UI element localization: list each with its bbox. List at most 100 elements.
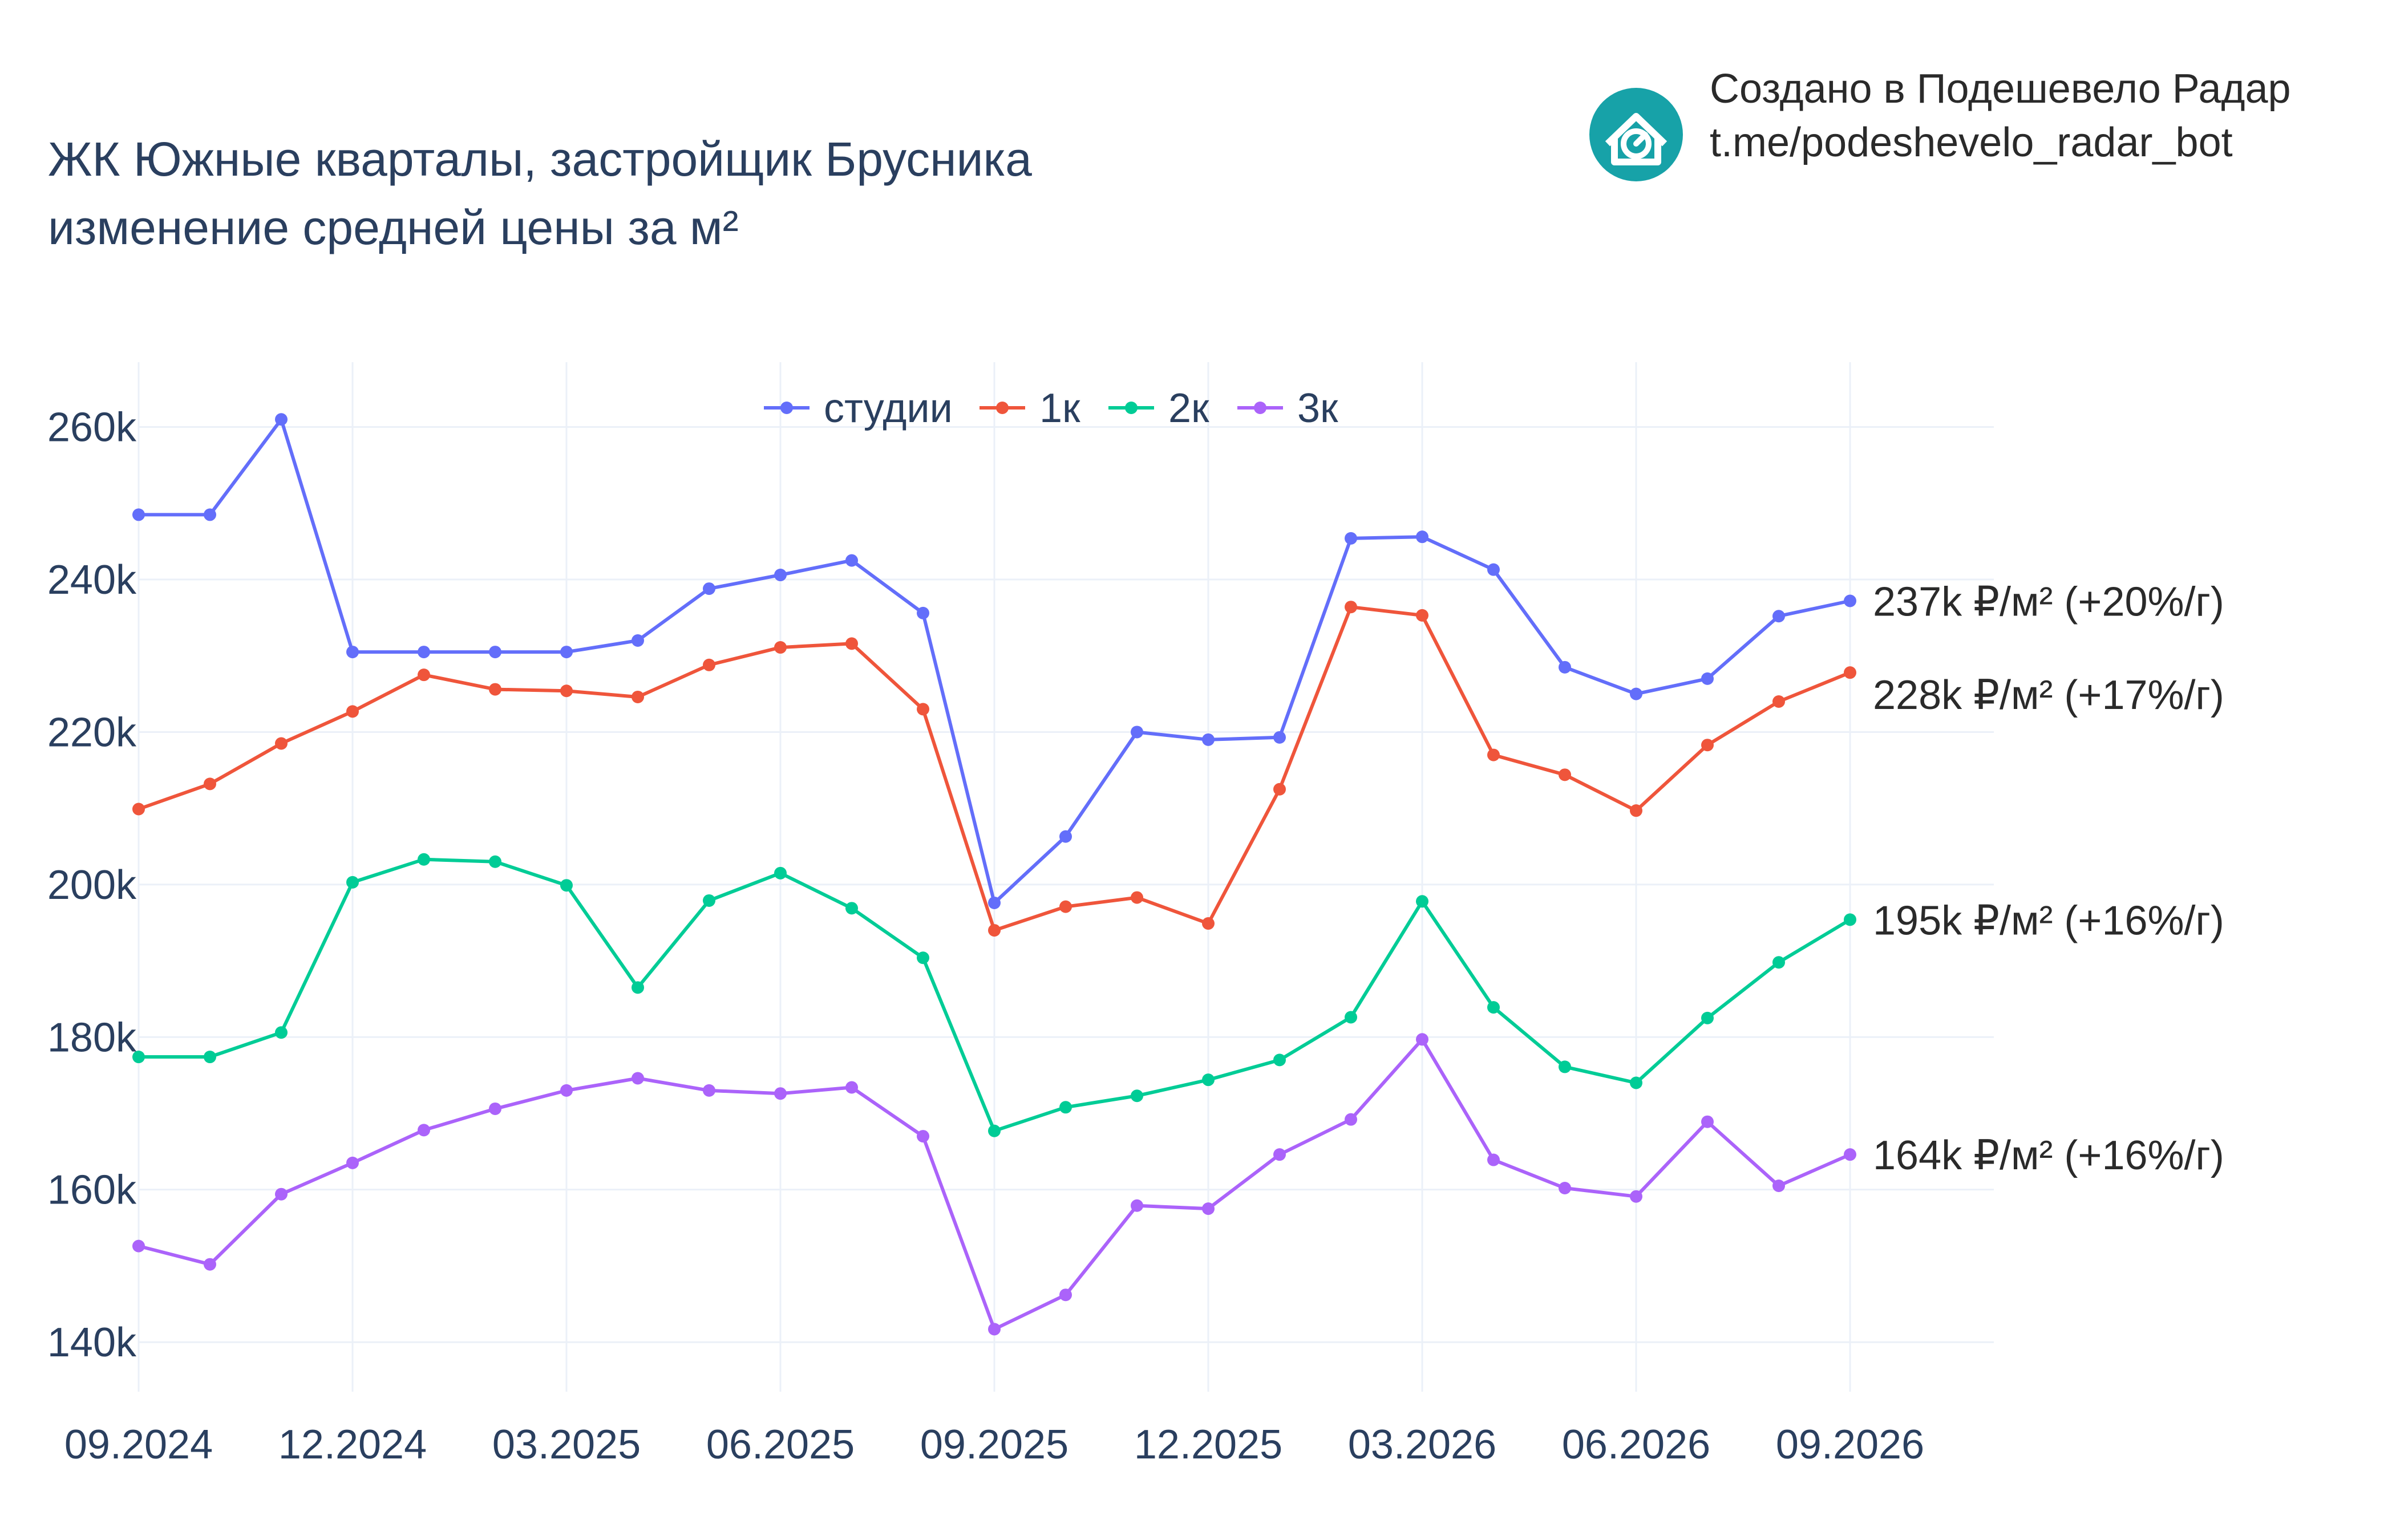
- data-point: [1273, 783, 1286, 796]
- data-point: [1202, 1202, 1215, 1215]
- chart-title-line-1: ЖК Южные кварталы, застройщик Брусника: [48, 132, 1032, 186]
- data-point: [703, 658, 715, 671]
- legend-item[interactable]: 1к: [980, 386, 1080, 431]
- data-point: [774, 641, 787, 654]
- legend-item[interactable]: 2к: [1108, 386, 1209, 431]
- data-point: [418, 668, 430, 682]
- data-point: [1772, 610, 1785, 623]
- data-point: [132, 1239, 145, 1253]
- legend-swatch-marker: [996, 402, 1009, 414]
- data-point: [560, 879, 573, 892]
- data-point: [1559, 1060, 1571, 1073]
- data-point: [1416, 895, 1428, 908]
- data-point: [1273, 1148, 1286, 1161]
- data-point: [703, 582, 715, 595]
- data-point: [917, 606, 929, 619]
- data-point: [1772, 1180, 1785, 1192]
- x-tick-label: 03.2026: [1348, 1422, 1496, 1468]
- data-point: [204, 508, 216, 521]
- data-point: [489, 855, 501, 868]
- brand-link[interactable]: t.me/podeshevelo_radar_bot: [1710, 120, 2233, 165]
- legend-label: студии: [824, 386, 953, 431]
- data-point: [418, 853, 430, 866]
- legend-item[interactable]: студии: [764, 386, 953, 431]
- data-point: [917, 1130, 929, 1143]
- data-point: [1131, 726, 1143, 739]
- data-point: [418, 1124, 430, 1137]
- data-point: [632, 1072, 644, 1085]
- data-point: [275, 1188, 288, 1201]
- data-point: [1559, 660, 1571, 674]
- data-point: [1559, 768, 1571, 781]
- data-point: [1202, 733, 1215, 746]
- data-point: [1131, 1199, 1143, 1212]
- chart-axes: 140k 160k 180k 200k 220k 240k 260k 09.2024 12.20…: [47, 405, 1924, 1468]
- data-point: [132, 508, 145, 521]
- x-tick-label: 06.2025: [706, 1422, 855, 1468]
- data-point: [1487, 748, 1500, 761]
- y-tick-label: 240k: [47, 557, 137, 603]
- data-point: [346, 1156, 359, 1169]
- house-chart-icon: [1589, 88, 1683, 181]
- legend-label: 2к: [1168, 386, 1209, 431]
- chart-title-line-2: изменение средней цены за м²: [48, 201, 739, 254]
- data-point: [774, 569, 787, 582]
- data-point: [774, 866, 787, 880]
- data-point: [845, 1081, 858, 1094]
- data-point: [132, 1051, 145, 1064]
- data-point: [489, 683, 501, 696]
- data-point: [1772, 956, 1785, 969]
- end-value-label: 164k ₽/м² (+16%/г): [1873, 1133, 2224, 1178]
- data-point: [632, 634, 644, 647]
- x-tick-label: 09.2026: [1776, 1422, 1924, 1468]
- data-point: [1630, 1076, 1642, 1089]
- legend-swatch-marker: [780, 402, 793, 414]
- data-point: [1345, 1011, 1357, 1024]
- data-point: [988, 924, 1001, 937]
- data-point: [1416, 1033, 1428, 1046]
- data-point: [845, 554, 858, 567]
- x-tick-label: 03.2025: [492, 1422, 641, 1468]
- data-point: [1416, 609, 1428, 622]
- data-point: [1844, 1148, 1856, 1161]
- data-point: [845, 902, 858, 915]
- data-point: [1487, 1153, 1500, 1166]
- legend-label: 3к: [1297, 386, 1338, 431]
- data-point: [1630, 687, 1642, 700]
- x-tick-label: 09.2025: [920, 1422, 1069, 1468]
- y-tick-label: 180k: [47, 1015, 137, 1060]
- data-point: [560, 646, 573, 659]
- chart-legend[interactable]: студии 1к 2к 3к: [764, 386, 1338, 431]
- data-point: [1701, 739, 1714, 752]
- x-tick-label: 12.2025: [1134, 1422, 1282, 1468]
- data-point: [204, 777, 216, 791]
- data-point: [1416, 530, 1428, 544]
- data-point: [988, 896, 1001, 909]
- y-tick-label: 200k: [47, 862, 137, 908]
- end-value-label: 228k ₽/м² (+17%/г): [1873, 672, 2224, 718]
- data-point: [560, 1084, 573, 1097]
- data-point: [917, 703, 929, 716]
- data-point: [346, 646, 359, 659]
- brand-name: Создано в Подешевело Радар: [1710, 66, 2291, 112]
- legend-item[interactable]: 3к: [1237, 386, 1338, 431]
- x-tick-label: 06.2026: [1562, 1422, 1710, 1468]
- data-point: [1701, 672, 1714, 685]
- y-tick-label: 140k: [47, 1320, 137, 1365]
- data-point: [1202, 917, 1215, 930]
- data-point: [774, 1087, 787, 1100]
- data-point: [1844, 913, 1856, 926]
- data-point: [1202, 1073, 1215, 1087]
- chart-series: [132, 413, 1856, 1336]
- data-point: [917, 951, 929, 964]
- x-tick-label: 09.2024: [64, 1422, 213, 1468]
- data-point: [204, 1258, 216, 1271]
- series-4: [132, 1033, 1856, 1336]
- data-point: [1772, 695, 1785, 708]
- end-value-label: 237k ₽/м² (+20%/г): [1873, 579, 2224, 625]
- data-point: [204, 1051, 216, 1064]
- x-tick-label: 12.2024: [278, 1422, 427, 1468]
- y-tick-label: 160k: [47, 1168, 137, 1213]
- chart-grid: [137, 362, 1994, 1392]
